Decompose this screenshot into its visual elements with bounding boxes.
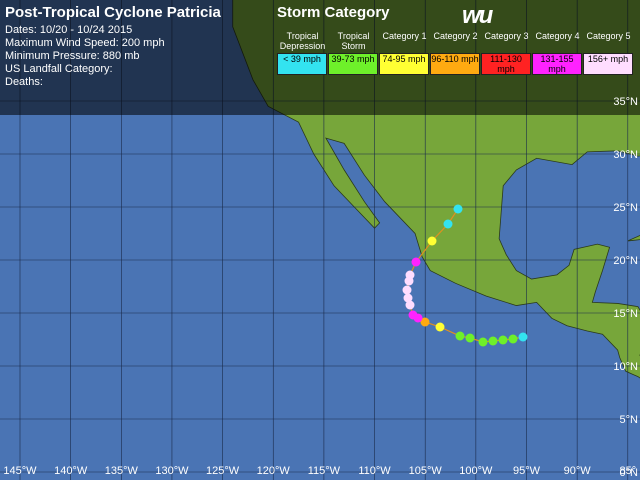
longitude-label: 90°W (564, 465, 592, 477)
track-point (508, 334, 518, 344)
legend-item: Category 4 131-155 mph (532, 31, 583, 75)
legend: Tropical Depression < 39 mph Tropical Stor… (277, 31, 634, 75)
longitude-label: 85° (619, 465, 636, 477)
latitude-label: 35°N (613, 96, 638, 108)
storm-info: Dates: 10/20 - 10/24 2015 Maximum Wind Sp… (5, 24, 165, 89)
legend-item: Category 3 111-130 mph (481, 31, 532, 75)
longitude-label: 140°W (54, 465, 88, 477)
category-range: 74-95 mph (379, 53, 429, 75)
info-line: Maximum Wind Speed: 200 mph (5, 37, 165, 49)
legend-item: Tropical Depression < 39 mph (277, 31, 328, 75)
category-range: 111-130 mph (481, 53, 531, 75)
track-point (403, 293, 413, 303)
info-line: Dates: 10/20 - 10/24 2015 (5, 24, 133, 36)
track-point (455, 331, 465, 341)
track-point (420, 317, 430, 327)
info-line: US Landfall Category: (5, 63, 113, 75)
longitude-label: 120°W (257, 465, 291, 477)
longitude-label: 135°W (105, 465, 139, 477)
logo: wu (462, 2, 493, 29)
legend-item: Tropical Storm 39-73 mph (328, 31, 379, 75)
info-line: Minimum Pressure: 880 mb (5, 50, 140, 62)
legend-item: Category 2 96-110 mph (430, 31, 481, 75)
category-name: Category 1 (382, 31, 427, 41)
latitude-label: 15°N (613, 308, 638, 320)
latitude-label: 10°N (613, 361, 638, 373)
cuba (627, 234, 640, 242)
track-point (488, 336, 498, 346)
legend-title: Storm Category (277, 4, 390, 21)
category-name: Tropical Storm (337, 31, 370, 51)
track-point (405, 300, 415, 310)
category-range: < 39 mph (277, 53, 327, 75)
track-point (518, 332, 528, 342)
longitude-label: 115°W (308, 465, 341, 477)
track-point (453, 204, 463, 214)
track-point (427, 236, 437, 246)
category-range: 39-73 mph (328, 53, 378, 75)
longitude-label: 145°W (3, 465, 37, 477)
category-name: Category 5 (586, 31, 631, 41)
track-point (498, 335, 508, 345)
legend-item: Category 1 74-95 mph (379, 31, 430, 75)
longitude-label: 110°W (358, 465, 391, 477)
latitude-label: 5°N (620, 414, 639, 426)
longitude-label: 100°W (459, 465, 493, 477)
track-point (405, 270, 415, 280)
info-line: Deaths: (5, 76, 43, 88)
category-range: 96-110 mph (430, 53, 480, 75)
track-point (402, 285, 412, 295)
track-point (478, 337, 488, 347)
longitude-label: 125°W (206, 465, 240, 477)
category-name: Category 4 (535, 31, 580, 41)
track-point (408, 310, 418, 320)
latitude-label: 20°N (613, 255, 638, 267)
legend-item: Category 5 156+ mph (583, 31, 634, 75)
category-range: 156+ mph (583, 53, 633, 75)
longitude-label: 130°W (155, 465, 189, 477)
track-point (411, 257, 421, 267)
category-name: Category 2 (433, 31, 478, 41)
track-point (443, 219, 453, 229)
latitude-label: 0°N (620, 467, 639, 479)
longitude-label: 95°W (513, 465, 541, 477)
category-name: Category 3 (484, 31, 529, 41)
latitude-label: 30°N (613, 149, 638, 161)
category-name: Tropical Depression (279, 31, 326, 51)
longitude-label: 105°W (409, 465, 443, 477)
track-point (435, 322, 445, 332)
gulf (498, 150, 640, 357)
track-point (465, 333, 475, 343)
category-range: 131-155 mph (532, 53, 582, 75)
title: Post-Tropical Cyclone Patricia (5, 4, 221, 21)
latitude-label: 25°N (613, 202, 638, 214)
